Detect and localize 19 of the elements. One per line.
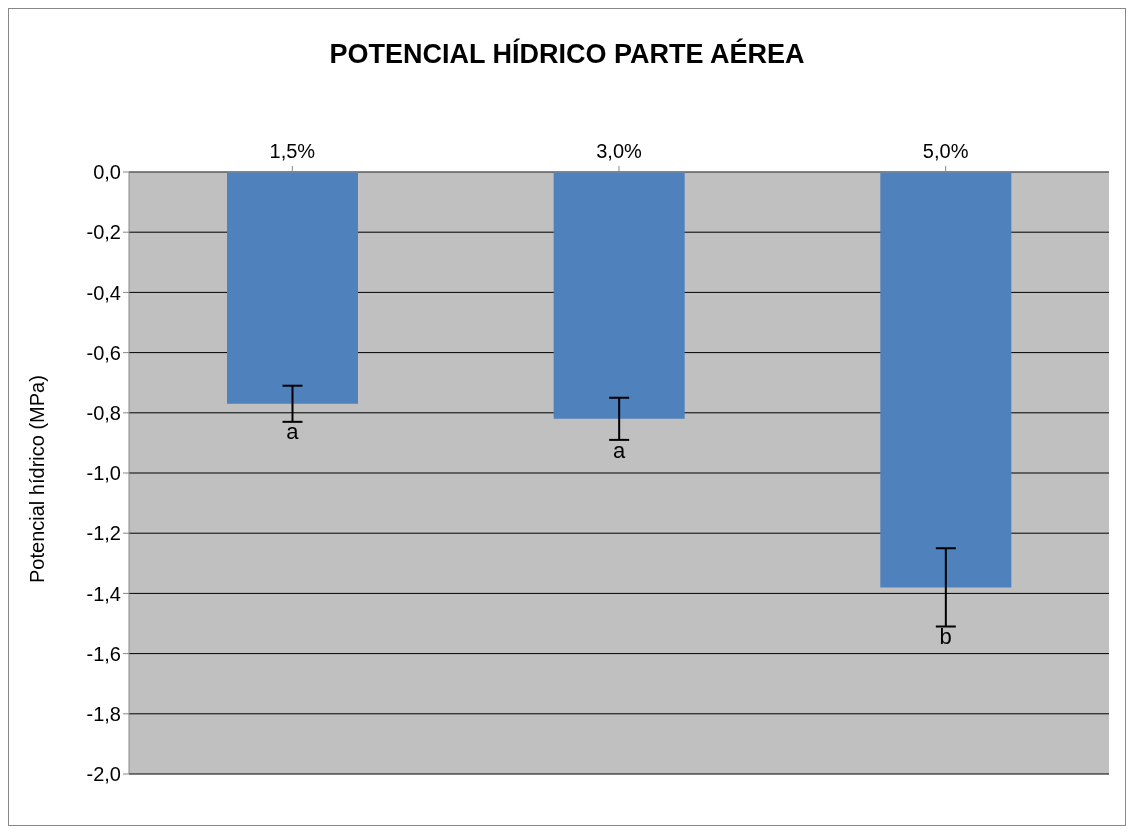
y-axis-title: Potencial hídrico (MPa): [26, 375, 49, 583]
y-tick-label: -0,4: [86, 281, 121, 304]
y-tick-label: -1,2: [86, 522, 121, 545]
chart-title: POTENCIAL HÍDRICO PARTE AÉREA: [328, 39, 806, 70]
annotation: a: [286, 419, 300, 445]
y-tick-label: -1,4: [86, 582, 121, 605]
x-tick-label: 5,0%: [922, 140, 969, 162]
y-tick-label: -0,2: [86, 221, 121, 244]
y-tick-label: 0,0: [93, 161, 121, 184]
y-tick-label: -0,6: [86, 341, 121, 364]
y-tick-label: -1,6: [86, 642, 121, 665]
x-tick-label: 1,5%: [269, 140, 316, 162]
annotation: b: [939, 624, 952, 650]
y-tick-label: -1,0: [86, 462, 121, 485]
x-tick-label: 3,0%: [596, 140, 643, 162]
y-tick-label: -1,8: [86, 702, 121, 725]
y-tick-label: -2,0: [86, 763, 121, 786]
annotation: a: [612, 437, 626, 463]
y-tick-label: -0,8: [86, 401, 121, 424]
